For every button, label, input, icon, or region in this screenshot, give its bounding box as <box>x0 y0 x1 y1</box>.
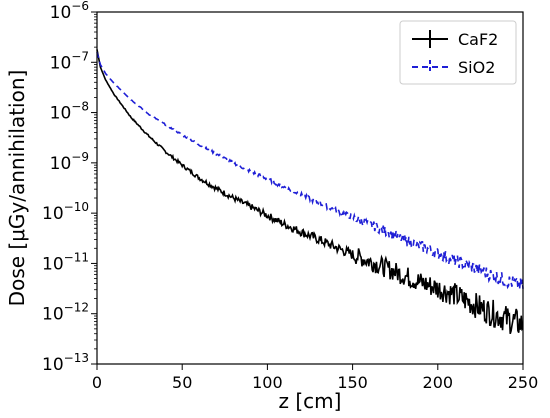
x-tick-label: 0 <box>92 373 102 392</box>
x-tick-label: 150 <box>337 373 368 392</box>
y-tick-label: 10−7 <box>50 49 89 73</box>
y-tick-label: 10−10 <box>42 200 89 224</box>
y-axis-label: Dose [μGy/annihilation] <box>5 70 29 307</box>
y-axis-ticks: 10−13 10−12 10−11 10−10 10−9 10−8 10−7 10−6 <box>42 0 97 375</box>
x-tick-label: 50 <box>172 373 192 392</box>
legend: CaF2 SiO2 <box>399 20 517 85</box>
legend-label-caf2: CaF2 <box>458 30 498 49</box>
y-tick-label: 10−11 <box>42 250 89 274</box>
x-axis-ticks: 0 50 100 150 200 250 <box>92 364 538 392</box>
x-axis-label: z [cm] <box>279 389 342 413</box>
series-line-sio2 <box>96 51 524 290</box>
y-tick-label: 10−13 <box>42 351 89 375</box>
plot-frame <box>96 11 524 365</box>
y-tick-label: 10−8 <box>50 100 89 124</box>
x-tick-label: 200 <box>423 373 454 392</box>
series-layer <box>96 49 524 335</box>
series-line-caf2 <box>96 49 524 335</box>
y-tick-label: 10−9 <box>50 150 89 174</box>
y-tick-label: 10−6 <box>50 0 89 23</box>
y-tick-label: 10−12 <box>42 301 89 325</box>
legend-label-sio2: SiO2 <box>458 58 495 77</box>
x-tick-label: 100 <box>252 373 283 392</box>
x-tick-label: 250 <box>508 373 539 392</box>
